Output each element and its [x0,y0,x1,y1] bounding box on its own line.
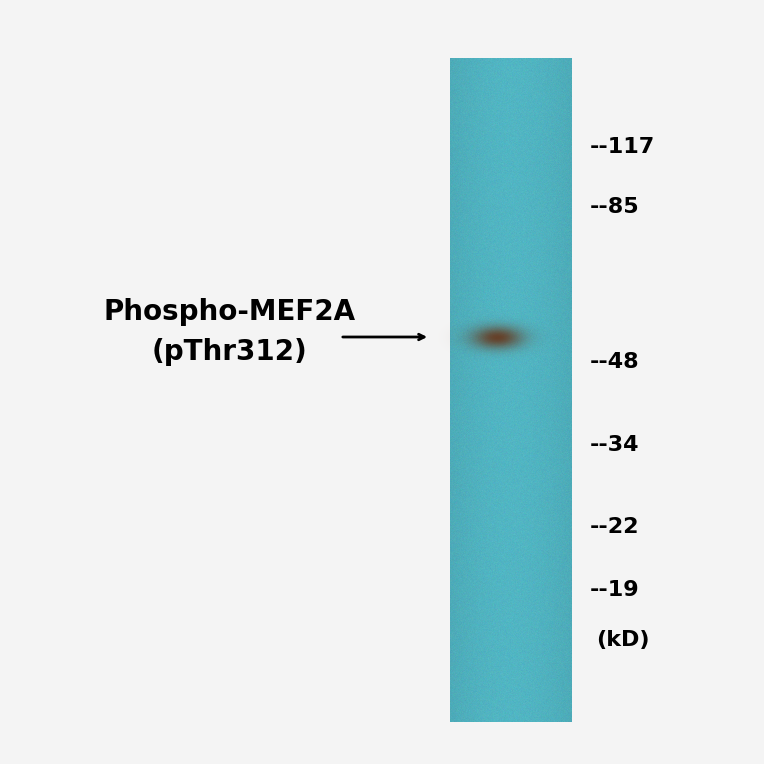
Text: --85: --85 [590,197,639,217]
Text: --48: --48 [590,352,639,372]
Text: --22: --22 [590,517,639,537]
Text: --117: --117 [590,137,656,157]
Text: --34: --34 [590,435,639,455]
Text: (pThr312): (pThr312) [152,338,308,366]
Text: (kD): (kD) [596,630,649,650]
Text: --19: --19 [590,580,639,600]
Text: Phospho-MEF2A: Phospho-MEF2A [104,298,356,326]
